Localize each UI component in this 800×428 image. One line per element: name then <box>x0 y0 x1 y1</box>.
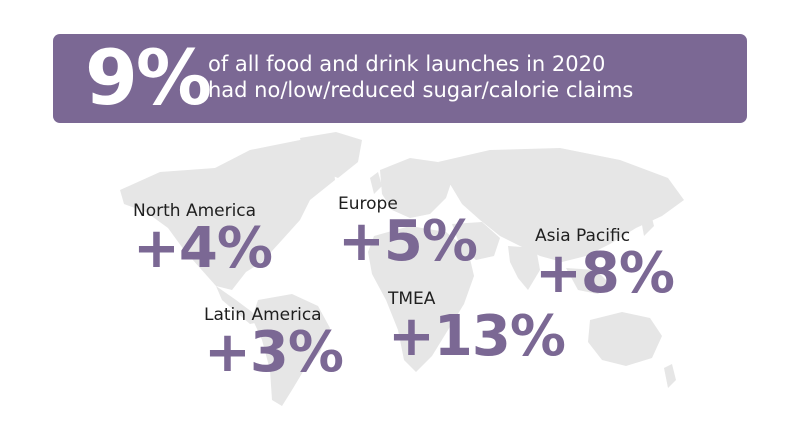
headline-stat: 9% <box>85 33 212 122</box>
headline-banner: 9% of all food and drink launches in 202… <box>53 34 747 123</box>
headline-line-2: had no/low/reduced sugar/calorie claims <box>208 78 634 102</box>
headline-text: of all food and drink launches in 2020 h… <box>208 51 633 103</box>
north-america-landmass <box>120 140 335 290</box>
central-america-landmass <box>216 286 260 324</box>
uk-landmass <box>370 172 382 194</box>
region-europe: Europe +5% <box>338 194 478 274</box>
india-landmass <box>508 246 540 290</box>
se-asia-landmass <box>566 268 610 294</box>
region-value: +8% <box>535 241 675 306</box>
middle-east-landmass <box>452 222 500 260</box>
region-value: +5% <box>338 209 478 274</box>
africa-landmass <box>368 226 474 372</box>
region-name: Europe <box>338 194 398 214</box>
region-value: +13% <box>388 304 566 369</box>
region-tmea: TMEA +13% <box>388 289 566 369</box>
region-asia-pacific: Asia Pacific +8% <box>535 226 675 306</box>
headline-line-1: of all food and drink launches in 2020 <box>208 52 606 76</box>
region-latin-america: Latin America +3% <box>204 305 344 385</box>
region-name: Asia Pacific <box>535 226 631 246</box>
region-value: +3% <box>204 320 344 385</box>
region-north-america: North America +4% <box>133 201 273 281</box>
region-name: Latin America <box>204 305 322 325</box>
region-name: TMEA <box>388 289 436 309</box>
region-name: North America <box>133 201 257 221</box>
region-value: +4% <box>133 216 273 281</box>
australia-landmass <box>588 312 662 366</box>
japan-landmass <box>640 210 654 236</box>
south-america-landmass <box>252 294 330 406</box>
asia-landmass <box>438 148 684 262</box>
greenland-landmass <box>300 132 362 178</box>
new-zealand-landmass <box>664 364 676 388</box>
europe-landmass <box>380 158 452 218</box>
